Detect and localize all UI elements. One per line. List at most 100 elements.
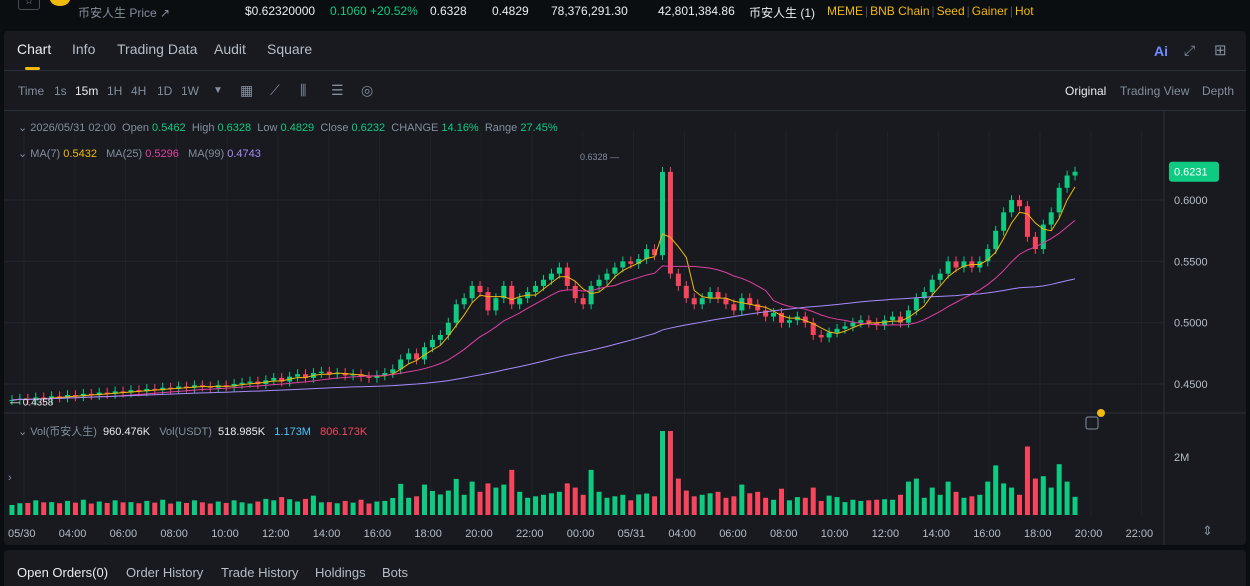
alert-dot: [1097, 409, 1105, 417]
interval-15m[interactable]: 15m: [75, 84, 99, 98]
token-price-link[interactable]: 币安人生 Price ↗: [78, 6, 171, 20]
target-icon[interactable]: ◎: [361, 82, 374, 98]
candle-body: [826, 332, 832, 338]
candle-body: [509, 285, 515, 305]
candle-body: [9, 399, 15, 401]
volume-bar: [691, 496, 697, 515]
volume-bar: [977, 494, 983, 515]
volume-bar: [231, 500, 237, 515]
volume-bar: [644, 493, 650, 515]
volume-bar: [636, 494, 642, 515]
candle-body: [390, 369, 396, 373]
candle-body: [429, 339, 435, 348]
interval-1s[interactable]: 1s: [54, 84, 67, 98]
tag-gainer[interactable]: Gainer: [971, 4, 1008, 18]
x-tick-label: 18:00: [1024, 528, 1052, 540]
candle-body: [1001, 212, 1007, 231]
candle-body: [810, 322, 816, 335]
layout-grid-icon[interactable]: ⊞: [1214, 42, 1227, 59]
tag-meme[interactable]: MEME: [827, 4, 863, 18]
volume-bar: [350, 502, 356, 515]
calendar-icon[interactable]: ▦: [240, 82, 254, 98]
volume-bar: [191, 500, 197, 515]
volume-bar: [921, 497, 927, 515]
tab-trade-history[interactable]: Trade History: [221, 565, 299, 580]
view-original[interactable]: Original: [1065, 84, 1107, 98]
chevron-down-icon[interactable]: ▼: [213, 85, 223, 96]
candle-body: [620, 261, 626, 268]
expand-icon[interactable]: ⤢: [1184, 42, 1196, 58]
tab-trading-data[interactable]: Trading Data: [117, 41, 198, 57]
volume-bar: [541, 494, 546, 515]
candle-body: [905, 310, 911, 323]
interval-1w[interactable]: 1W: [181, 84, 199, 98]
volume-bar: [65, 500, 70, 515]
volume-bar: [937, 494, 943, 515]
tab-holdings[interactable]: Holdings: [315, 565, 366, 580]
high-24h: 0.6328: [430, 4, 467, 18]
tab-order-history[interactable]: Order History: [126, 565, 204, 580]
tab-open-orders[interactable]: Open Orders(0): [17, 565, 109, 580]
volume-bar: [1017, 494, 1022, 515]
price-chart[interactable]: 0.6000 0.5500 0.5000 0.4500 05/30 04:00 06:00 0…: [4, 111, 1246, 545]
volume-bar: [453, 478, 459, 515]
volume-bar: [493, 487, 499, 515]
x-tick-label: 04:00: [59, 528, 87, 540]
candle-body: [88, 393, 94, 396]
volume-bar: [794, 497, 800, 515]
tag-hot[interactable]: Hot: [1014, 4, 1034, 18]
candle-body: [548, 273, 554, 280]
x-tick-label: 05/30: [8, 528, 36, 540]
interval-1d[interactable]: 1D: [157, 84, 173, 98]
y-tick-label: 0.5500: [1174, 256, 1208, 268]
candle-body: [882, 320, 888, 326]
tab-chart[interactable]: Chart: [17, 41, 52, 57]
volume-bar: [33, 500, 39, 515]
candle-body: [469, 285, 475, 299]
candle-body: [921, 292, 927, 299]
candle-body: [675, 273, 681, 286]
volume-bar: [422, 484, 427, 515]
vol-ma2-value: 806.173K: [320, 426, 368, 438]
x-tick-label: 14:00: [313, 528, 341, 540]
tab-square[interactable]: Square: [267, 41, 313, 57]
volume-bar: [858, 500, 864, 515]
chart-area[interactable]: 0.6000 0.5500 0.5000 0.4500 05/30 04:00 06:00 0…: [4, 111, 1246, 545]
volume-bar: [604, 497, 610, 515]
settings-icon[interactable]: ☰: [331, 82, 344, 98]
candle-body: [541, 279, 546, 286]
candle-type-icon[interactable]: ⫼: [300, 82, 307, 98]
current-price-label: 0.6231: [1174, 167, 1208, 179]
volume-bar: [295, 501, 301, 515]
scale-icon: ⇕: [1202, 523, 1213, 538]
view-trading-view[interactable]: Trading View: [1120, 84, 1190, 98]
volume-bar: [207, 503, 213, 515]
ticker-bar: ☆ 币安人生 Price ↗ $0.62320000 0.1060 +20.52…: [0, 0, 1250, 24]
tab-info[interactable]: Info: [72, 41, 96, 57]
ai-icon[interactable]: Ai: [1154, 43, 1168, 59]
volume-bar: [588, 469, 594, 515]
pair-selector[interactable]: 币安人生 (1): [749, 6, 816, 20]
candle-body: [779, 312, 784, 323]
volume-bar: [580, 494, 586, 515]
tag-bnb-chain[interactable]: BNB Chain: [870, 4, 930, 18]
interval-4h[interactable]: 4H: [131, 84, 147, 98]
volume-bar: [660, 431, 665, 515]
tag-seed[interactable]: Seed: [936, 4, 965, 18]
star-icon[interactable]: ☆: [18, 0, 40, 10]
view-depth[interactable]: Depth: [1202, 84, 1235, 98]
volume-bar: [1009, 487, 1015, 515]
x-tick-label: 08:00: [160, 528, 188, 540]
interval-time[interactable]: Time: [18, 84, 45, 98]
tab-audit[interactable]: Audit: [214, 41, 246, 57]
candle-body: [128, 390, 134, 393]
vol-usdt-value: 518.985K: [218, 426, 266, 438]
candle-body: [739, 298, 745, 311]
close-label: Close: [320, 122, 349, 134]
indicator-icon[interactable]: ⟋: [270, 82, 280, 98]
volume-bar: [556, 491, 562, 515]
ma99-label: MA(99): [188, 148, 225, 160]
tab-bots[interactable]: Bots: [382, 565, 409, 580]
vol-legend: ⌄ Vol(币安人生) 960.476K Vol(USDT) 518.985K …: [18, 426, 368, 438]
interval-1h[interactable]: 1H: [107, 84, 123, 98]
